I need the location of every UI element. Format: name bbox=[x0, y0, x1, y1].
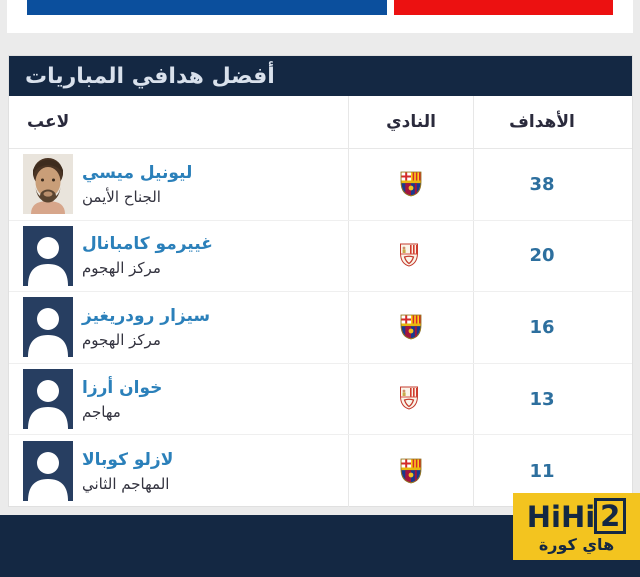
hihi2-brand-number: 2 bbox=[594, 497, 627, 534]
top-blue-bar bbox=[27, 0, 387, 15]
player-position: الجناح الأيمن bbox=[82, 187, 161, 206]
hihi2-tagline: هاي كورة bbox=[538, 534, 615, 554]
player-position: المهاجم الثاني bbox=[82, 474, 170, 493]
club-badge-icon bbox=[399, 171, 423, 197]
column-header-goals: الأهداف bbox=[509, 112, 575, 132]
player-name-link[interactable]: ليونيل ميسي bbox=[82, 162, 193, 183]
club-badge-icon bbox=[399, 386, 423, 412]
table-header-row: لاعب النادي الأهداف bbox=[9, 96, 632, 149]
player-name-link[interactable]: غييرمو كامبانال bbox=[82, 234, 213, 255]
sevilla-badge-icon bbox=[400, 386, 418, 410]
goals-value: 13 bbox=[529, 388, 555, 410]
club-badge-icon bbox=[399, 243, 423, 269]
player-silhouette-image bbox=[23, 441, 73, 502]
barcelona-badge-icon bbox=[400, 315, 422, 340]
top-strip bbox=[7, 0, 633, 33]
barcelona-badge-icon bbox=[400, 171, 422, 197]
player-photo bbox=[23, 297, 73, 358]
player-name-link[interactable]: خوان أرزا bbox=[82, 377, 163, 398]
messi-photo-image bbox=[23, 154, 73, 215]
player-silhouette-image bbox=[23, 369, 73, 430]
player-silhouette-image bbox=[23, 225, 73, 286]
sevilla-badge-icon bbox=[400, 243, 418, 267]
goals-value: 20 bbox=[529, 245, 555, 267]
player-name-link[interactable]: سيزار رودريغيز bbox=[82, 305, 211, 326]
player-position: مهاجم bbox=[82, 402, 121, 421]
player-photo bbox=[23, 441, 73, 502]
player-name-link[interactable]: لازلو كوبالا bbox=[82, 449, 174, 470]
player-position: مركز الهجوم bbox=[82, 330, 161, 349]
club-badge-icon bbox=[399, 314, 423, 340]
column-header-player: لاعب bbox=[9, 96, 349, 148]
player-photo bbox=[23, 369, 73, 430]
panel-title: أفضل هدافي المباريات bbox=[9, 56, 632, 96]
club-badge-icon bbox=[399, 458, 423, 484]
player-photo bbox=[23, 154, 73, 215]
top-red-bar bbox=[394, 0, 613, 15]
player-silhouette-image bbox=[23, 297, 73, 358]
hihi2-logo: HiHi 2 هاي كورة bbox=[513, 493, 640, 560]
table-row: لازلو كوبالا المهاجم الثاني 11 bbox=[9, 435, 632, 507]
barcelona-badge-icon bbox=[400, 458, 422, 484]
table-row: سيزار رودريغيز مركز الهجوم 16 bbox=[9, 292, 632, 364]
hihi2-brand-text: HiHi bbox=[526, 500, 596, 534]
table-row: خوان أرزا مهاجم 13 bbox=[9, 363, 632, 436]
goals-value: 16 bbox=[529, 316, 555, 338]
table-row: ليونيل ميسي الجناح الأيمن 38 bbox=[9, 149, 632, 221]
table-row: غييرمو كامبانال مركز الهجوم 20 bbox=[9, 220, 632, 293]
column-header-club: النادي bbox=[349, 96, 474, 148]
player-position: مركز الهجوم bbox=[82, 259, 161, 278]
goals-value: 38 bbox=[529, 173, 555, 195]
top-scorers-panel: أفضل هدافي المباريات لاعب النادي الأهداف… bbox=[8, 55, 633, 507]
goals-value: 11 bbox=[529, 460, 555, 482]
player-photo bbox=[23, 225, 73, 286]
